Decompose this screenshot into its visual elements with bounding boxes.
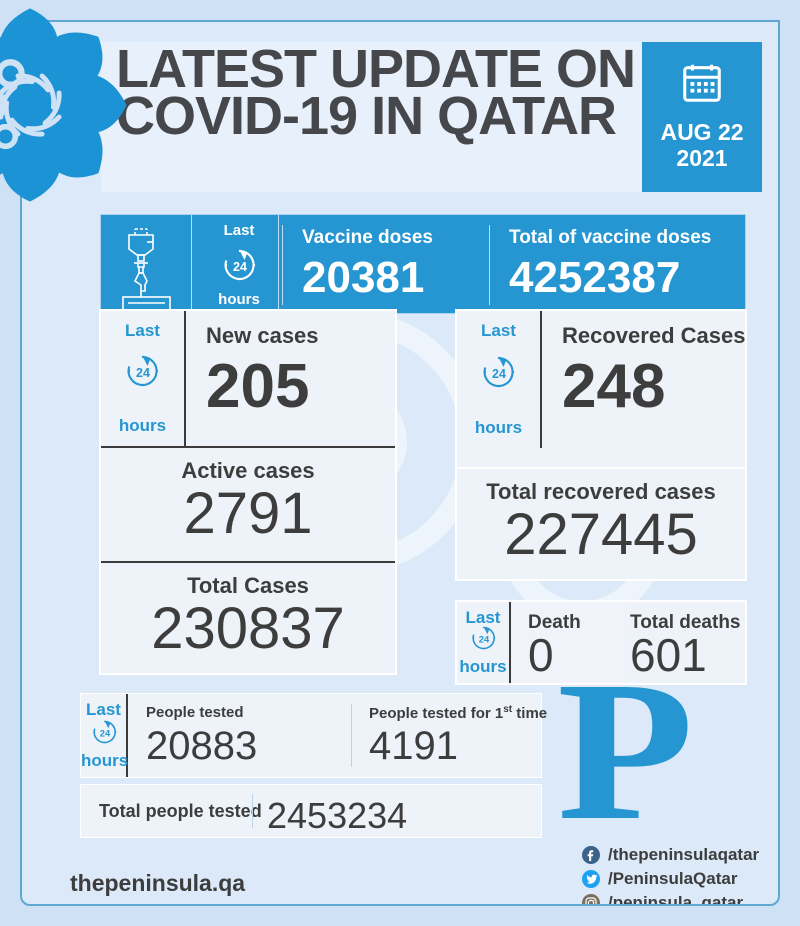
svg-text:24: 24 (100, 728, 111, 738)
svg-text:24: 24 (136, 366, 150, 380)
svg-text:24: 24 (233, 260, 247, 274)
svg-text:24: 24 (479, 634, 490, 644)
svg-text:24: 24 (492, 367, 506, 381)
